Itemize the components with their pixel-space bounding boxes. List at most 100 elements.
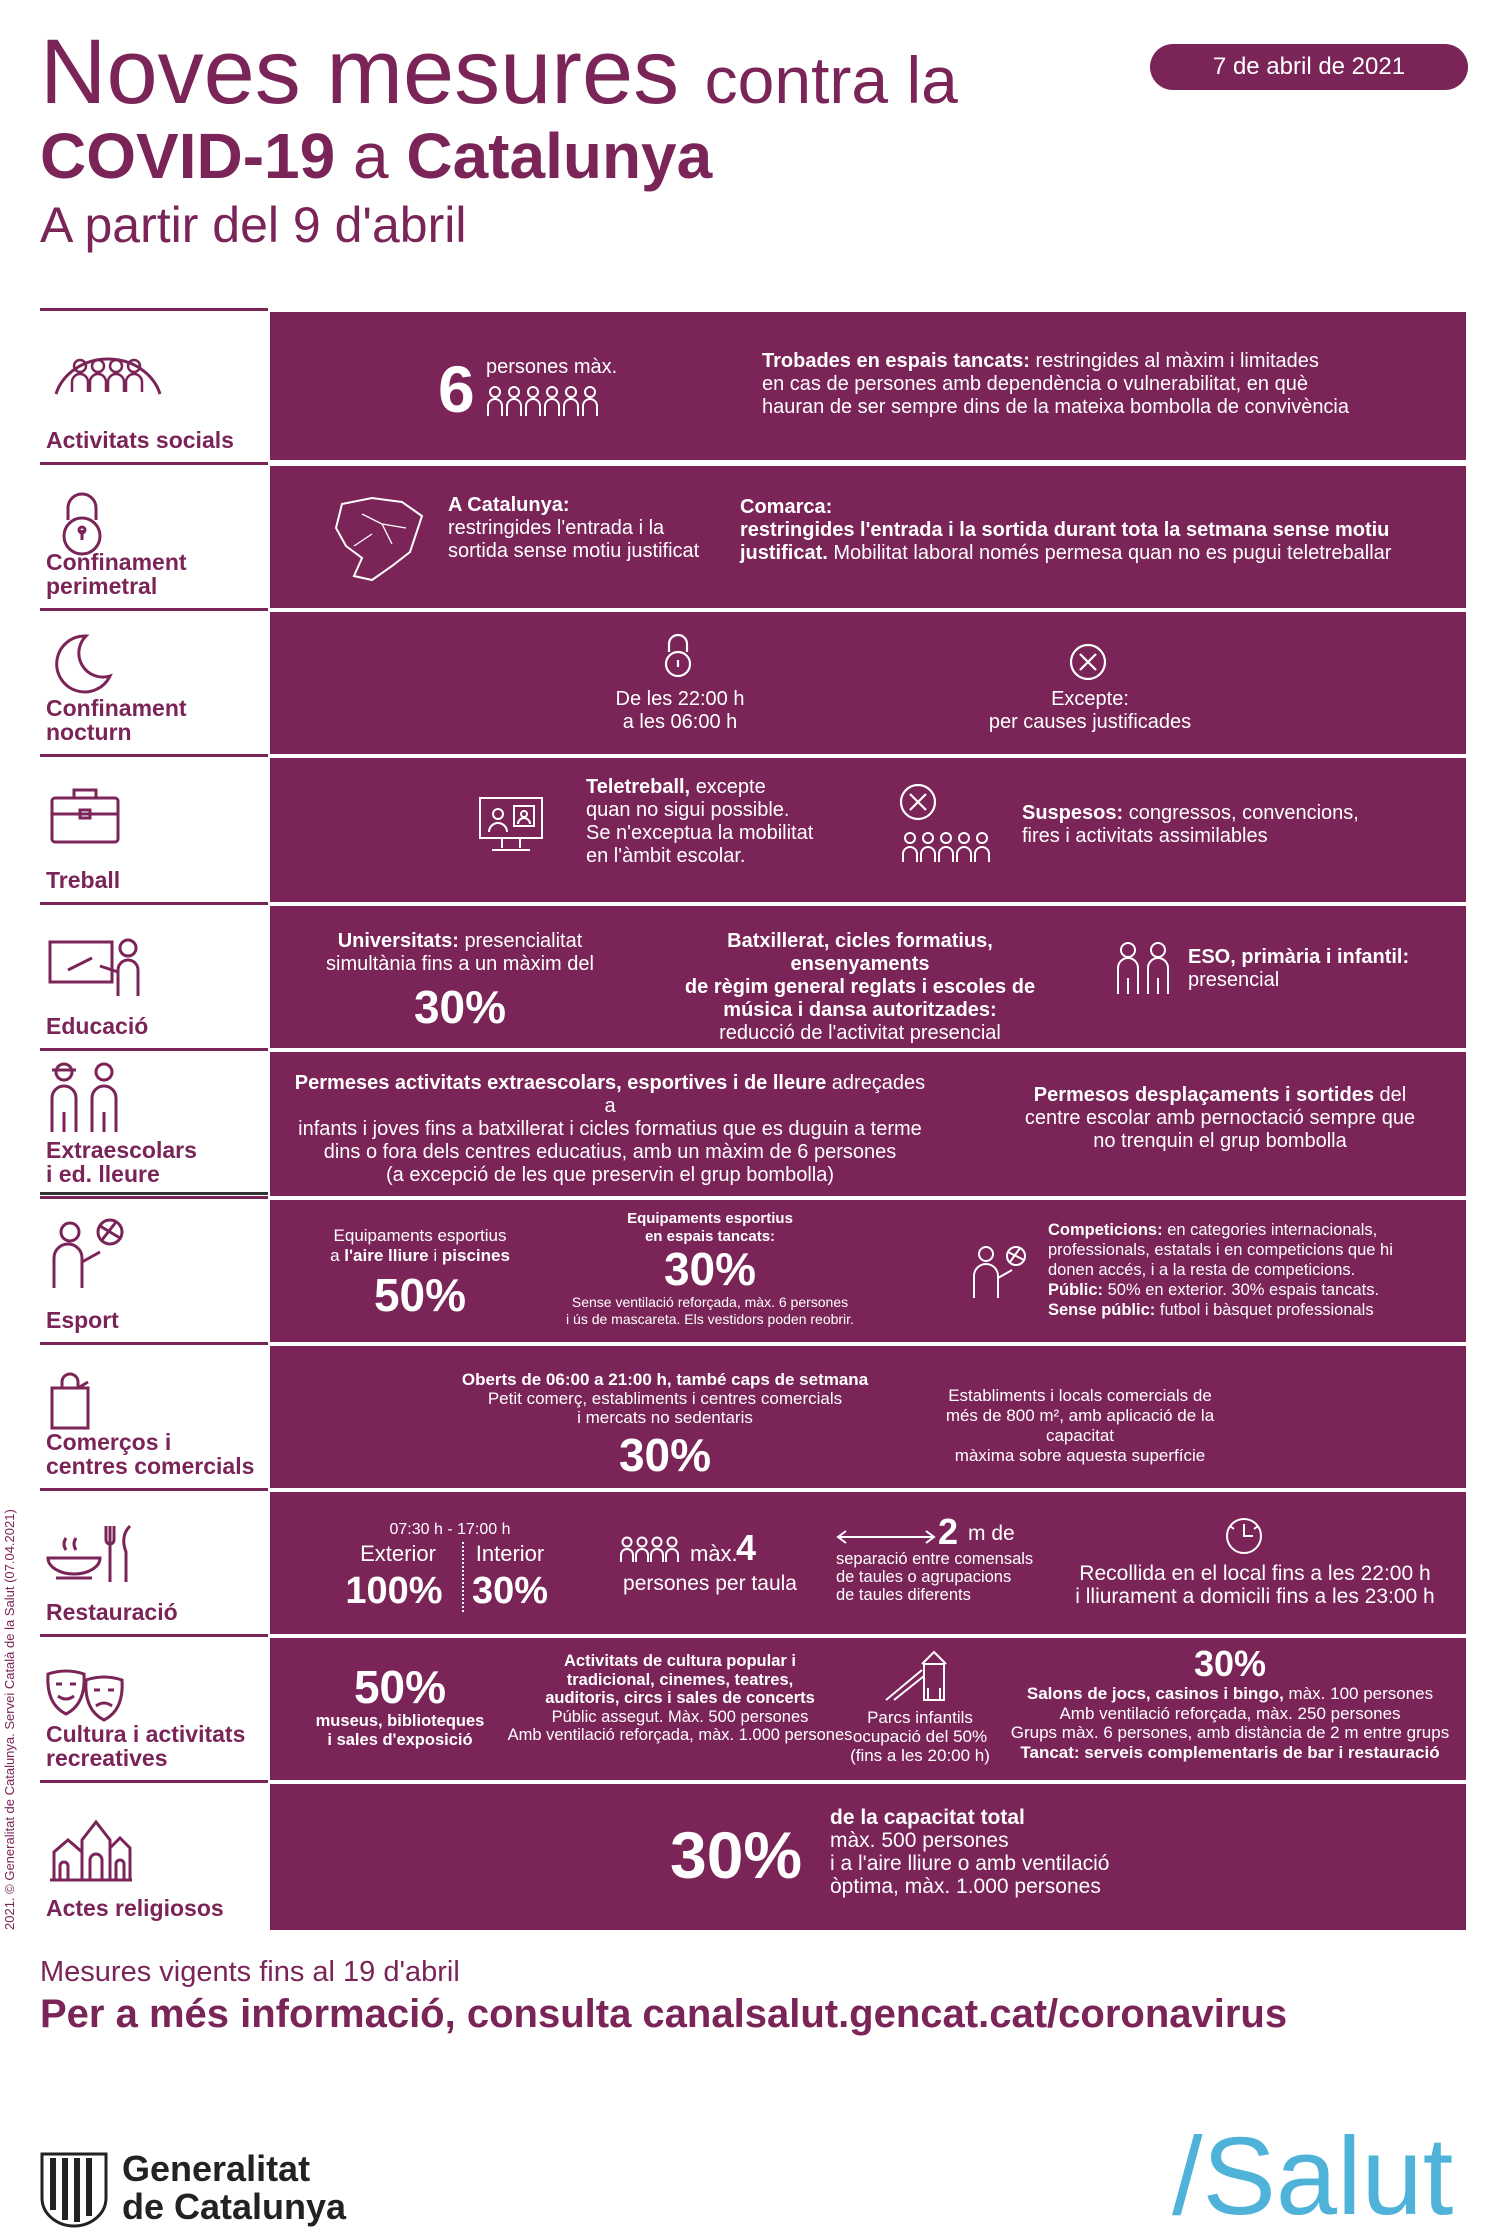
row-extra: Permeses activitats extraescolars, espor… [270,1052,1466,1196]
religiosos-percent: 30% [670,1818,803,1892]
esport-ext-percent: 50% [373,1269,467,1321]
row-treball: Teletreball, excepte quan no sigui possi… [270,758,1466,902]
divider [40,1192,268,1195]
rest-max-number: 4 [736,1527,757,1568]
row-religiosos: 30% de la capacitat total màx. 500 perso… [270,1784,1466,1930]
date-badge: 7 de abril de 2021 [1150,44,1468,90]
comerc-open-text: Oberts de 06:00 a 21:00 h, també caps de… [461,1370,869,1427]
briefcase-icon [50,788,120,844]
title-line-2: COVID-19 a Catalunya [40,118,712,194]
social-number: 6 [438,352,475,426]
rest-max-caption: persones per taula [623,1572,797,1595]
extraescolars-text: Permeses activitats extraescolars, espor… [294,1072,926,1186]
social-text: Trobades en espais tancats: restringides… [762,350,1350,418]
label-perimetral: Confinament perimetral [46,549,187,599]
temple-icon [50,1819,132,1882]
catalunya-text: A Catalunya: restringides l'entrada i la… [448,494,700,562]
more-info-link[interactable]: Per a més informació, consulta canalsalu… [40,1992,1288,2036]
comerc-percent: 30% [618,1429,712,1481]
label-extra: Extraescolars i ed. lleure [46,1137,197,1187]
row-label-cultura: Cultura i activitats recreatives [40,1634,268,1780]
row-label-comerc: Comerços i centres comercials [40,1342,268,1488]
validity-text: Mesures vigents fins al 19 d'abril [40,1956,460,1988]
row-label-educacio: Educació [40,902,268,1048]
six-people-icon [487,386,598,416]
distance-arrow-icon [836,1530,936,1544]
row-label-nocturn: Confinament nocturn [40,608,268,754]
label-nocturn: Confinament nocturn [46,695,187,745]
museus-percent: 50% [353,1661,447,1713]
museus-text: museus, biblioteques i sales d'exposició [315,1712,485,1749]
rest-max-label: màx. [690,1541,738,1566]
salons-percent: 30% [1193,1643,1267,1684]
cultura-activitats-text: Activitats de cultura popular i tradicio… [507,1652,853,1744]
title-covid: COVID-19 [40,120,336,192]
students-icon [1117,942,1169,994]
subtitle: A partir del 9 d'abril [40,197,467,253]
four-people-icon [620,1536,679,1562]
label-comerc: Comerços i centres comercials [46,1429,255,1479]
rest-hours: 07:30 h - 17:00 h [389,1521,511,1538]
rest-int-percent: 30% [471,1570,549,1612]
label-social: Activitats socials [46,427,234,453]
suspended-icon [899,783,937,821]
children-icon [50,1062,118,1132]
group-icon [54,357,162,395]
rest-divider [462,1542,464,1612]
comerc-est-text: Establiments i locals comercials de més … [945,1386,1215,1465]
salut-logo: /Salut [1172,2115,1454,2238]
row-label-social: Activitats socials [40,308,268,462]
label-cultura: Cultura i activitats recreatives [46,1721,246,1771]
esport-int-note: Sense ventilació reforçada, màx. 6 perso… [566,1294,854,1327]
title-big: Noves mesures [40,21,680,123]
audience-icon [902,832,990,862]
moon-icon [55,634,113,694]
title-a: a [352,120,389,192]
esport-ext-text: Equipaments esportius a l'aire lliure i … [330,1226,510,1265]
padlock-icon [664,633,692,678]
esport-int-percent: 30% [663,1243,757,1295]
title-small: contra la [704,43,958,117]
suspesos-text: Suspesos: congressos, convencions, fires… [1022,802,1359,847]
row-esport: Equipaments esportius a l'aire lliure i … [270,1200,1466,1342]
row-restauracio: 07:30 h - 17:00 h Exterior Interior 100%… [270,1492,1466,1634]
universitats-percent: 30% [413,981,507,1033]
row-label-esport: Esport [40,1196,268,1342]
rest-int-label: Interior [475,1541,545,1566]
rest-ext-percent: 100% [345,1570,443,1612]
ball-player-icon [52,1218,124,1288]
rest-recollida: Recollida en el local fins a les 22:00 h… [1075,1562,1435,1608]
label-treball: Treball [46,867,121,893]
row-label-extra: Extraescolars i ed. lleure [40,1048,268,1196]
player-icon [973,1246,1026,1298]
title-line-1: Noves mesures contra la [40,22,958,130]
teletreball-text: Teletreball, excepte quan no sigui possi… [586,776,814,867]
salons-text: Salons de jocs, casinos i bingo, màx. 10… [1010,1684,1450,1762]
cutlery-icon [46,1524,132,1582]
video-call-icon [479,797,543,851]
label-educacio: Educació [46,1013,149,1039]
nocturn-exception: Excepte: per causes justificades [988,688,1192,733]
row-comerc: Oberts de 06:00 a 21:00 h, també caps de… [270,1346,1466,1488]
religiosos-text: de la capacitat total màx. 500 persones … [830,1806,1110,1898]
row-educacio: Universitats: presencialitat simultània … [270,906,1466,1048]
row-label-perimetral: Confinament perimetral [40,462,268,608]
row-cultura: 50% museus, biblioteques i sales d'exposi… [270,1638,1466,1780]
competicions-text: Competicions: en categories internaciona… [1048,1221,1393,1319]
desplacaments-text: Permesos desplaçaments i sortides del ce… [1024,1084,1416,1152]
theatre-masks-icon [46,1669,124,1722]
rest-dist-text: separació entre comensals de taules o ag… [836,1550,1034,1604]
label-restauracio: Restauració [46,1599,178,1625]
eso-text: ESO, primària i infantil: presencial [1188,946,1410,991]
teacher-board-icon [48,938,140,996]
label-esport: Esport [46,1307,119,1333]
row-social: 6 persones màx. Trobades en espais tanca… [270,312,1466,460]
copyright: 2021. © Generalitat de Catalunya. Servei… [2,1509,17,1930]
parcs-text: Parcs infantils ocupació del 50% (fins a… [850,1708,990,1765]
clock-icon [1226,1518,1262,1554]
row-label-treball: Treball [40,754,268,902]
rest-ext-label: Exterior [360,1541,436,1566]
lock-icon [62,492,102,556]
generalitat-logo-icon [40,2152,108,2228]
